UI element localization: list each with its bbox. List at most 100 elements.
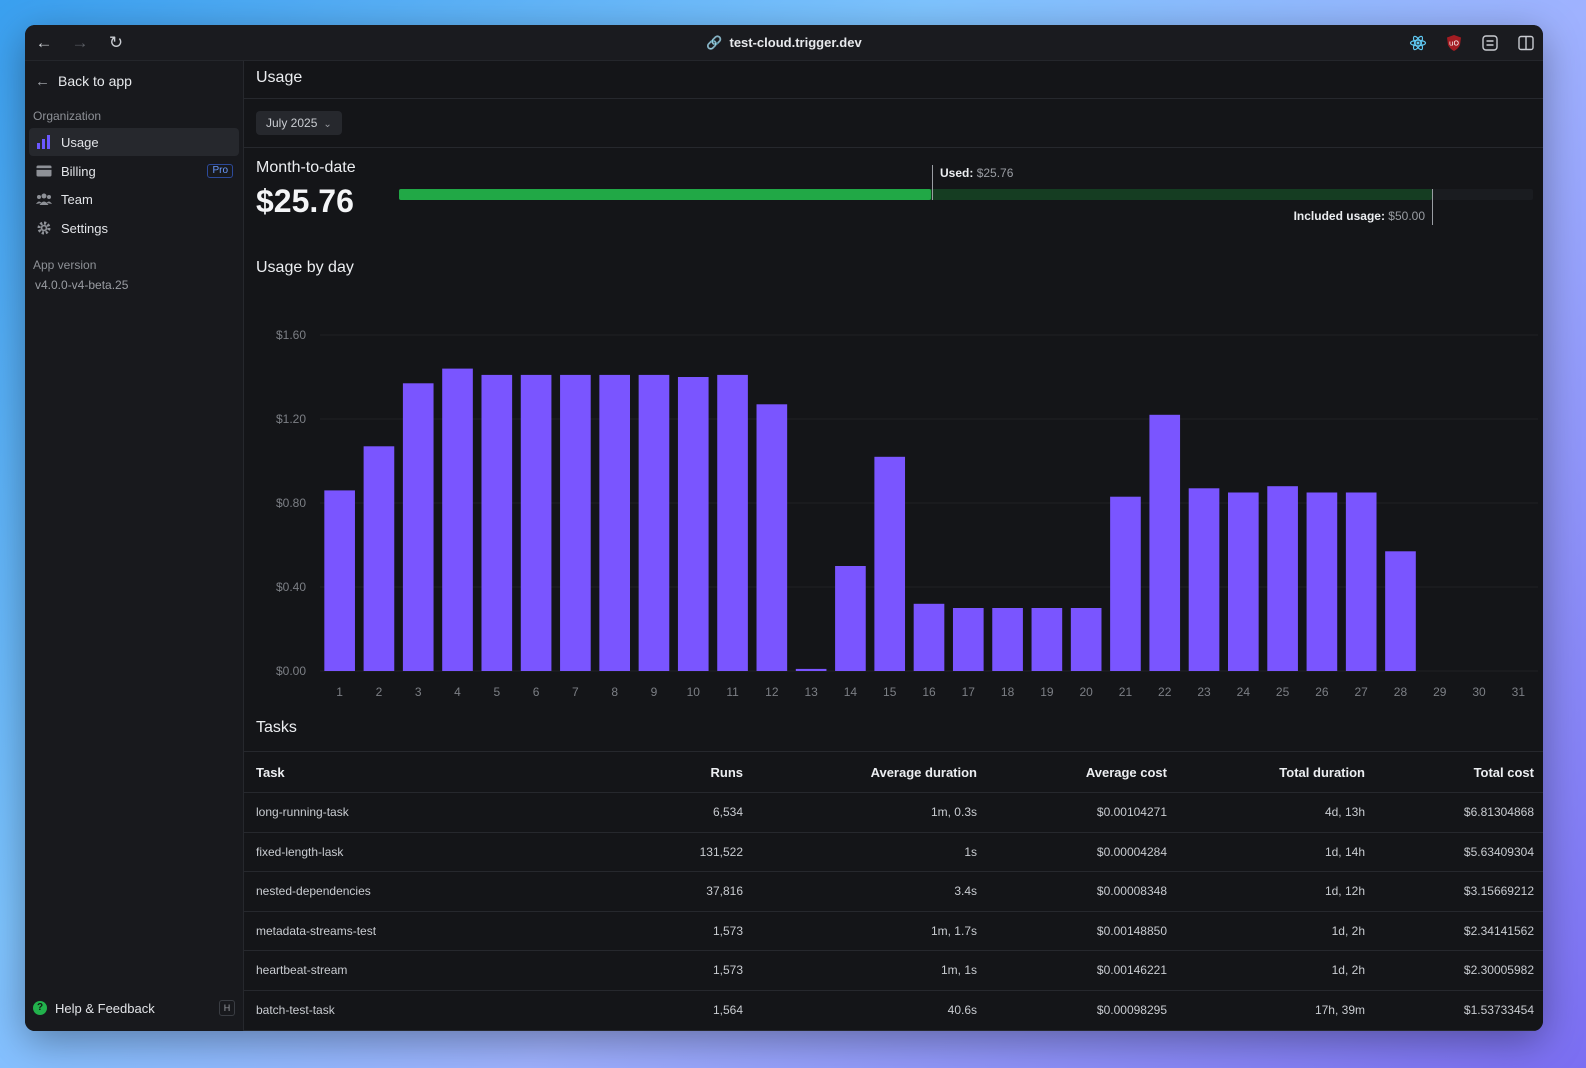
page-title: Usage <box>256 69 303 86</box>
reload-icon[interactable]: ↻ <box>108 33 124 52</box>
month-select[interactable]: July 2025 ⌄ <box>256 111 342 135</box>
cell-task: batch-test-task <box>256 1002 335 1017</box>
x-tick-label: 1 <box>336 685 343 699</box>
url-text: test-cloud.trigger.dev <box>729 35 862 50</box>
bar-day-23[interactable] <box>1188 488 1220 671</box>
cell-average-duration: 1m, 0.3s <box>930 805 977 819</box>
sidebar-item-billing[interactable]: Billing Pro <box>29 157 239 185</box>
back-arrow-icon[interactable]: ← <box>35 33 53 52</box>
address-bar[interactable]: 🔗 test-cloud.trigger.dev <box>25 25 1543 61</box>
cell-task: fixed-length-lask <box>256 844 344 859</box>
bar-day-4[interactable] <box>442 368 473 671</box>
bar-day-7[interactable] <box>560 374 591 671</box>
table-row[interactable]: fixed-length-lask 131,522 1s $0.00004284 1d,… <box>244 833 1543 873</box>
arrow-left-icon: ← <box>35 72 50 90</box>
bar-day-3[interactable] <box>402 383 434 671</box>
bar-day-12[interactable] <box>756 404 788 671</box>
x-tick-label: 11 <box>726 685 739 699</box>
bar-day-11[interactable] <box>717 374 748 671</box>
col-task[interactable]: Task <box>256 765 285 780</box>
table-row[interactable]: nested-dependencies 37,816 3.4s $0.00008348… <box>244 872 1543 912</box>
sidebar-item-label: Usage <box>61 134 99 150</box>
cell-average-cost: $0.00146221 <box>1096 963 1167 978</box>
x-tick-label: 16 <box>922 685 936 699</box>
bar-day-16[interactable] <box>913 603 945 671</box>
cell-total-duration: 1d, 12h <box>1324 884 1365 899</box>
bar-day-24[interactable] <box>1227 492 1259 672</box>
used-marker <box>932 165 933 200</box>
help-label: Help & Feedback <box>55 1000 155 1016</box>
month-value: July 2025 <box>266 116 318 130</box>
svg-text:uO: uO <box>1449 40 1459 48</box>
table-header: Task Runs Average duration Average cost … <box>244 751 1543 793</box>
extension-panel-icon[interactable] <box>1481 34 1499 52</box>
bar-day-20[interactable] <box>1070 608 1102 671</box>
ublock-origin-icon[interactable]: uO <box>1445 34 1463 52</box>
bar-day-10[interactable] <box>677 377 709 671</box>
x-tick-label: 3 <box>415 685 422 699</box>
cell-average-duration: 1m, 1s <box>940 963 977 978</box>
x-tick-label: 8 <box>611 685 618 699</box>
bar-day-2[interactable] <box>363 446 395 671</box>
bar-chart-icon <box>35 133 53 151</box>
bar-day-8[interactable] <box>599 374 631 671</box>
cell-runs: 6,534 <box>712 805 743 819</box>
bar-day-27[interactable] <box>1345 492 1377 672</box>
col-runs[interactable]: Runs <box>710 765 744 780</box>
x-tick-label: 4 <box>454 685 461 699</box>
bar-day-9[interactable] <box>638 374 670 671</box>
table-row[interactable]: heartbeat-stream 1,573 1m, 1s $0.00146221 1d… <box>244 951 1543 991</box>
bar-day-18[interactable] <box>992 608 1023 671</box>
bar-day-22[interactable] <box>1149 414 1181 671</box>
bar-day-19[interactable] <box>1031 608 1063 671</box>
x-tick-label: 12 <box>765 685 779 699</box>
col-average-cost[interactable]: Average cost <box>1085 765 1167 780</box>
bar-day-1[interactable] <box>324 490 355 671</box>
x-tick-label: 15 <box>883 685 897 699</box>
credit-card-icon <box>35 162 53 180</box>
col-average-duration[interactable]: Average duration <box>870 765 977 780</box>
sidebar-item-usage[interactable]: Usage <box>29 128 239 156</box>
bar-day-26[interactable] <box>1306 492 1338 672</box>
cell-average-cost: $0.00098295 <box>1096 1002 1167 1017</box>
sidebar-item-label: Billing <box>61 163 96 179</box>
bar-day-6[interactable] <box>520 374 552 671</box>
table-row[interactable]: batch-test-task 1,564 40.6s $0.00098295 17h,… <box>244 991 1543 1031</box>
col-total-cost[interactable]: Total cost <box>1473 765 1534 780</box>
cell-average-cost: $0.00104271 <box>1096 805 1167 819</box>
x-tick-label: 23 <box>1197 685 1211 699</box>
x-tick-label: 9 <box>651 685 658 699</box>
used-usage-bar <box>399 189 931 200</box>
bar-day-25[interactable] <box>1267 486 1298 671</box>
help-feedback-button[interactable]: ? Help & Feedback H <box>33 997 235 1019</box>
bar-day-14[interactable] <box>835 566 866 671</box>
bar-day-28[interactable] <box>1385 551 1416 671</box>
cell-total-cost: $2.34141562 <box>1463 923 1534 938</box>
x-tick-label: 5 <box>493 685 500 699</box>
sidebar-item-team[interactable]: Team <box>29 185 239 213</box>
x-tick-label: 29 <box>1433 685 1447 699</box>
table-row[interactable]: long-running-task 6,534 1m, 0.3s $0.0010427… <box>244 793 1543 833</box>
app-version-label: App version <box>33 258 97 272</box>
sidebar-toggle-icon[interactable] <box>1517 34 1535 52</box>
bar-day-13[interactable] <box>795 668 827 671</box>
y-tick-label: $0.80 <box>276 496 306 510</box>
col-total-duration[interactable]: Total duration <box>1279 765 1365 780</box>
sidebar-item-label: Team <box>61 191 93 207</box>
table-row[interactable]: metadata-streams-test 1,573 1m, 1.7s $0.001… <box>244 912 1543 952</box>
react-devtools-icon[interactable] <box>1409 34 1427 52</box>
bar-day-17[interactable] <box>952 608 984 671</box>
forward-arrow-icon[interactable]: → <box>71 33 89 52</box>
x-tick-label: 26 <box>1315 685 1329 699</box>
cell-task: long-running-task <box>256 805 349 819</box>
y-tick-label: $0.40 <box>276 580 306 594</box>
bar-day-21[interactable] <box>1110 496 1141 671</box>
cell-total-cost: $5.63409304 <box>1463 844 1534 859</box>
cell-total-duration: 4d, 13h <box>1324 805 1365 819</box>
sidebar-item-settings[interactable]: Settings <box>29 214 239 242</box>
back-to-app-link[interactable]: ← Back to app <box>35 71 132 91</box>
bar-day-5[interactable] <box>481 374 513 671</box>
bar-day-15[interactable] <box>874 456 906 671</box>
cell-average-cost: $0.00004284 <box>1096 844 1167 859</box>
cell-runs: 37,816 <box>706 884 743 899</box>
